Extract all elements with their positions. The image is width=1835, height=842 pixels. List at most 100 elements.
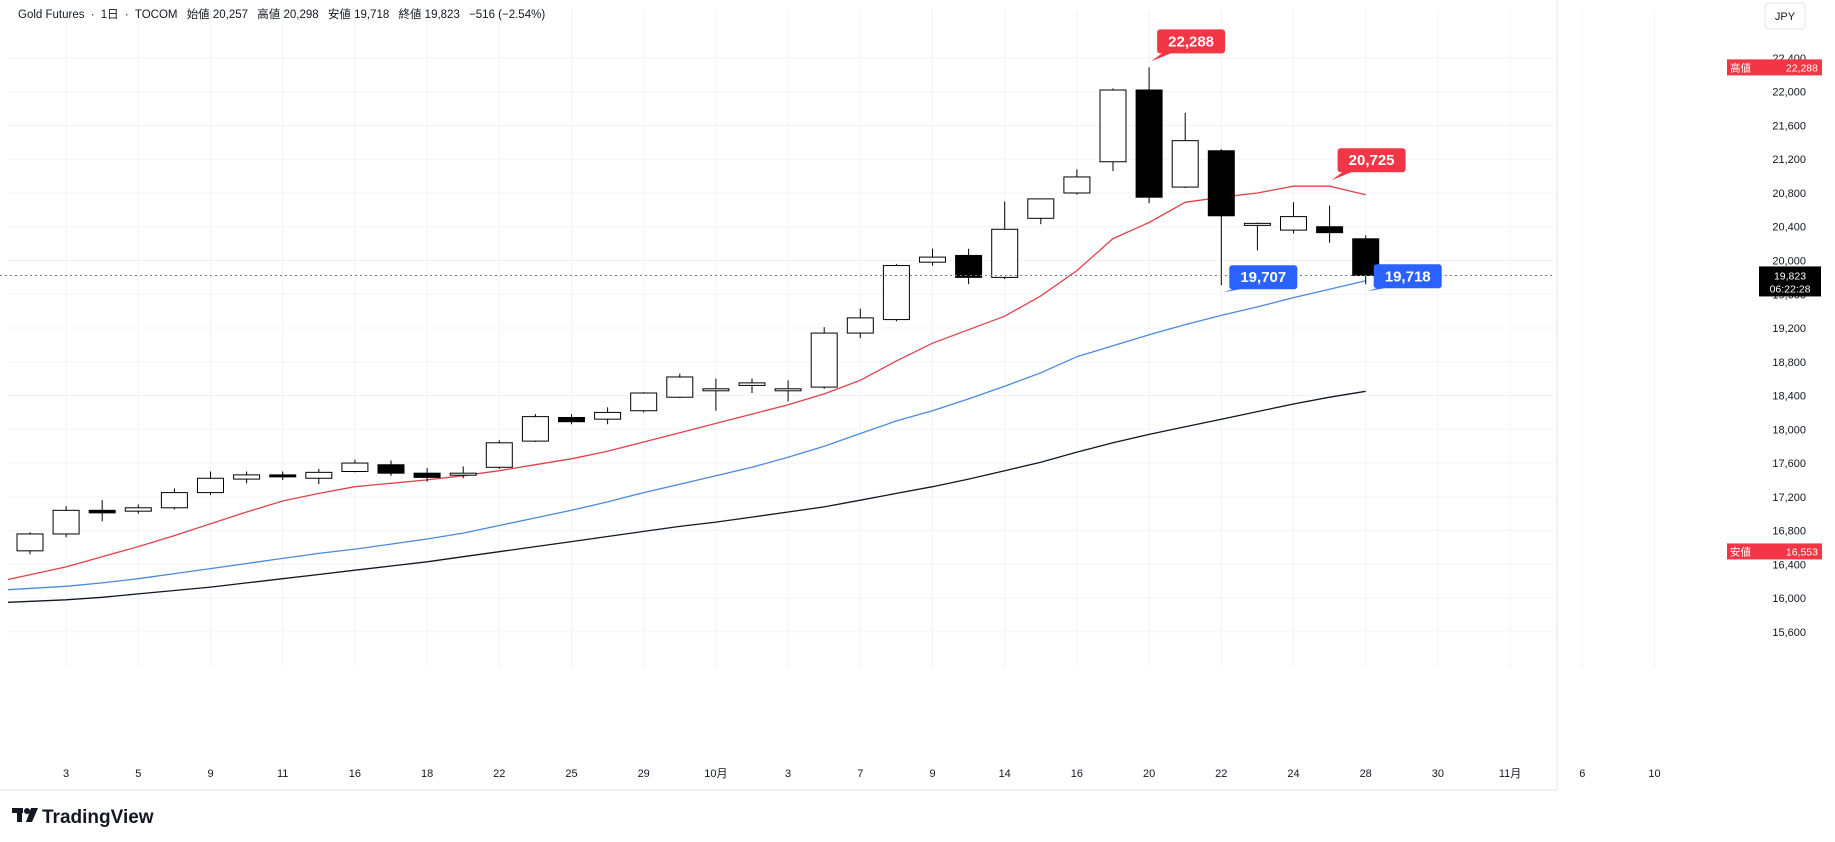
candle xyxy=(846,308,874,339)
price-callout[interactable]: 19,707 xyxy=(1223,265,1298,293)
candle xyxy=(521,414,549,442)
candle xyxy=(738,378,766,394)
axis-tag-title: 高値 xyxy=(1730,61,1752,74)
candle-body xyxy=(413,472,441,478)
ma-line-long xyxy=(7,390,1366,603)
currency-button[interactable]: JPY xyxy=(1764,2,1806,30)
time-tick-label: 16 xyxy=(1071,768,1083,780)
price-tick-label: 21,600 xyxy=(1772,120,1806,132)
price-tick-label: 17,200 xyxy=(1772,492,1806,504)
price-tick-label: 20,400 xyxy=(1772,222,1806,234)
callout-value: 19,707 xyxy=(1240,269,1286,286)
candle xyxy=(919,248,946,266)
time-tick-label: 30 xyxy=(1432,768,1444,780)
candle-body xyxy=(485,442,513,468)
candle xyxy=(1099,88,1127,172)
axis-tag-value: 16,553 xyxy=(1786,546,1818,558)
candle xyxy=(485,440,513,469)
callout-value: 19,718 xyxy=(1385,268,1431,285)
candle xyxy=(413,468,441,482)
candle-body xyxy=(991,228,1019,278)
tradingview-logo-text: TradingView xyxy=(42,807,154,828)
axis-tag[interactable]: 高値 22,288 xyxy=(1727,59,1822,76)
candle-body xyxy=(1280,216,1307,231)
time-tick-label: 6 xyxy=(1579,768,1585,780)
candle-body xyxy=(449,472,477,476)
candle xyxy=(124,504,152,514)
candle-body xyxy=(305,471,333,479)
ma-line-mid xyxy=(7,280,1366,591)
price-callout[interactable]: 20,725 xyxy=(1331,148,1406,181)
price-tick-label: 21,200 xyxy=(1772,154,1806,166)
candle-body xyxy=(521,416,549,442)
price-callout[interactable]: 19,718 xyxy=(1367,264,1442,292)
candle xyxy=(449,466,477,479)
candle-body xyxy=(1316,226,1344,234)
time-tick-label: 25 xyxy=(565,768,577,780)
price-tick-label: 19,200 xyxy=(1772,323,1806,335)
candle-body xyxy=(1243,222,1271,226)
price-tick-label: 16,000 xyxy=(1772,593,1806,605)
time-tick-label: 14 xyxy=(999,768,1011,780)
time-tick-label: 10 xyxy=(1648,768,1660,780)
candle xyxy=(774,380,802,402)
axis-tag[interactable]: 安値 16,553 xyxy=(1727,543,1822,560)
candle xyxy=(594,407,622,425)
price-tick-label: 15,600 xyxy=(1772,627,1806,639)
candle xyxy=(88,500,116,522)
candle xyxy=(52,506,80,538)
candle-body xyxy=(1099,89,1127,163)
time-tick-label: 9 xyxy=(929,768,935,780)
candle xyxy=(377,460,405,476)
time-tick-label: 22 xyxy=(493,768,505,780)
price-axis[interactable]: 15,600 16,000 16,400 16,800 17,200 17,600 18,0… xyxy=(1727,53,1822,639)
candle-body xyxy=(955,254,983,278)
candle-body xyxy=(233,474,261,480)
ma-line-short xyxy=(7,185,1366,581)
candle xyxy=(305,468,333,485)
candle xyxy=(160,488,188,510)
close-value: 19,823 xyxy=(425,9,460,21)
price-callout[interactable]: 22,288 xyxy=(1151,29,1226,62)
candle-body xyxy=(666,376,694,398)
candle-body xyxy=(124,507,152,512)
interval: 1日 xyxy=(101,9,119,21)
callout-value: 20,725 xyxy=(1349,152,1395,169)
candle-body xyxy=(1063,176,1091,194)
price-tick-label: 16,400 xyxy=(1772,559,1806,571)
tradingview-logo[interactable]: TradingView xyxy=(12,807,154,828)
time-tick-label: 24 xyxy=(1287,768,1299,780)
candle-body xyxy=(160,492,188,509)
candle-body xyxy=(197,477,224,494)
axis-tag-title: 安値 xyxy=(1730,545,1752,558)
callout-box xyxy=(1229,265,1298,290)
price-tick-label: 18,400 xyxy=(1772,391,1806,403)
price-tick-label: 17,600 xyxy=(1772,458,1806,470)
candle xyxy=(1280,202,1307,234)
time-tick-label: 10月 xyxy=(704,768,727,780)
callout-box xyxy=(1337,148,1406,173)
candle-body xyxy=(738,382,766,386)
callout-box xyxy=(1373,264,1442,289)
time-tick-label: 22 xyxy=(1215,768,1227,780)
candle-body xyxy=(1207,150,1235,217)
separator: · xyxy=(125,9,129,21)
callout-pointer xyxy=(1151,52,1174,62)
currency-label: JPY xyxy=(1775,11,1796,23)
candle-body xyxy=(1027,198,1055,219)
candle xyxy=(1316,205,1344,243)
time-tick-label: 20 xyxy=(1143,768,1155,780)
open-label: 始値 xyxy=(187,7,210,21)
high-value: 20,298 xyxy=(283,9,318,21)
candle xyxy=(269,471,297,480)
change-value: −516 (−2.54%) xyxy=(469,9,545,21)
candle xyxy=(1027,198,1055,225)
symbol-legend[interactable]: Gold Futures · 1日 · TOCOM 始値 20,257 高値 2… xyxy=(18,7,545,21)
candle-body xyxy=(882,265,910,321)
time-tick-label: 16 xyxy=(349,768,361,780)
price-tick-label: 22,000 xyxy=(1772,87,1806,99)
time-axis[interactable]: 3 5 9 11 16 18 22 25 29 10月 3 7 9 14 16 20 22 24 28 30 11月 6 1… xyxy=(63,768,1661,780)
candle-body xyxy=(1135,89,1163,198)
